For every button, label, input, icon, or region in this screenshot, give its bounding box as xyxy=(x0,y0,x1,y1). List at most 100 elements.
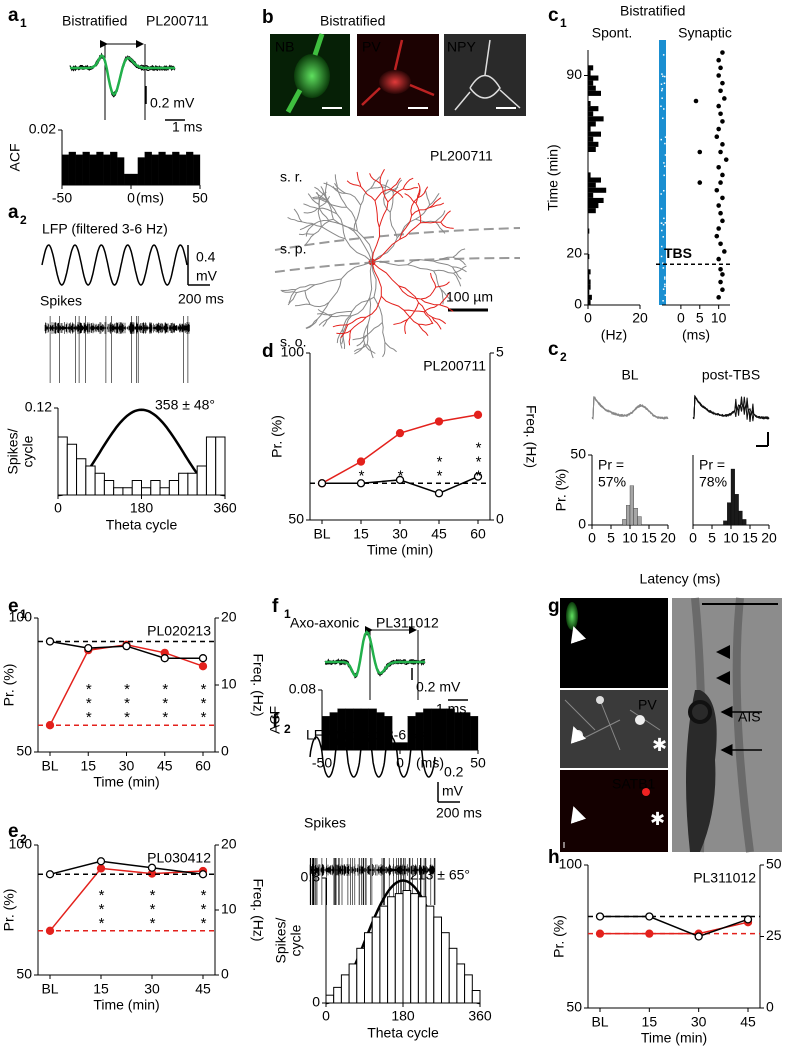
dendrite xyxy=(425,190,431,206)
dendrite xyxy=(403,187,418,191)
cell-id: PL311012 xyxy=(693,870,756,886)
dendrite xyxy=(304,233,315,247)
point xyxy=(693,98,699,104)
dendrite xyxy=(451,266,462,280)
dendrite xyxy=(312,196,327,201)
x-tick-label: 60 xyxy=(470,526,486,542)
dendrite xyxy=(354,343,366,355)
x-tick-label: 50 xyxy=(192,190,208,206)
bar xyxy=(376,712,385,751)
dendrite xyxy=(345,192,362,206)
y-tick-label: 20 xyxy=(566,245,582,261)
annotation: 78% xyxy=(699,474,727,490)
bar xyxy=(123,173,132,186)
speckle xyxy=(662,262,664,264)
dendrite xyxy=(439,292,450,306)
bar xyxy=(470,716,479,751)
bar xyxy=(57,436,68,496)
speckle xyxy=(664,165,666,168)
dendrite xyxy=(313,218,334,225)
dendrite xyxy=(369,261,373,298)
bar xyxy=(588,294,592,300)
bar xyxy=(588,208,596,214)
x-tick-label: 180 xyxy=(391,1008,415,1024)
bar xyxy=(410,893,419,1004)
spike-train xyxy=(44,316,190,383)
label: 200 ms xyxy=(436,805,482,821)
point xyxy=(718,149,723,155)
label: NB xyxy=(638,615,657,631)
point xyxy=(723,157,729,162)
bar xyxy=(448,947,458,1004)
trace xyxy=(692,394,770,422)
panel-subscript: 1 xyxy=(560,16,567,30)
bar xyxy=(96,151,104,186)
bar xyxy=(588,146,596,152)
bar xyxy=(588,75,599,81)
bar xyxy=(438,708,447,751)
label: 0.2 mV xyxy=(416,679,461,695)
decoration: ✱ ✱ xyxy=(41,33,782,905)
point xyxy=(720,119,725,124)
significance: * xyxy=(392,467,409,481)
bar xyxy=(588,197,604,203)
dendrite xyxy=(352,334,368,341)
dendrite xyxy=(293,208,303,223)
dendrite xyxy=(370,176,381,189)
dendrite xyxy=(353,230,373,263)
bar xyxy=(113,487,124,496)
dendrite xyxy=(287,292,298,306)
dendrite xyxy=(410,197,419,216)
annotation: Pr = xyxy=(699,457,725,473)
x-tick-label: 30 xyxy=(691,1014,707,1030)
dendrite xyxy=(440,289,444,305)
dendrite xyxy=(440,210,451,223)
bar xyxy=(588,70,591,76)
label: PL200711 xyxy=(430,148,493,164)
bar xyxy=(456,963,466,1004)
y2-axis-label: Freq. (Hz) xyxy=(523,405,539,468)
dendrite xyxy=(331,310,352,316)
bar xyxy=(205,436,217,496)
dendrite xyxy=(434,221,446,234)
bar xyxy=(387,896,396,1004)
dendrite xyxy=(288,289,297,304)
dendrite xyxy=(380,295,405,311)
dendrite xyxy=(431,316,442,330)
dendrite xyxy=(374,200,380,228)
x-tick-label: 0 xyxy=(127,190,135,206)
dendrite xyxy=(399,215,413,240)
y2-tick-label: 10 xyxy=(221,901,237,917)
waveform xyxy=(69,54,176,94)
speckle xyxy=(664,222,667,224)
point xyxy=(395,429,405,438)
x-tick-label: 0 xyxy=(584,310,592,326)
bar xyxy=(417,896,427,1004)
point xyxy=(716,256,721,262)
waveform xyxy=(69,55,176,97)
x-tick-label: 0 xyxy=(588,530,596,546)
dendrite xyxy=(348,330,352,346)
x-tick-label: 30 xyxy=(144,981,160,997)
speckle xyxy=(661,245,663,248)
panel-letter: d xyxy=(262,341,274,362)
point xyxy=(718,111,723,117)
y-tick-label: 0 xyxy=(578,516,586,532)
series-line xyxy=(49,860,204,876)
dendrite xyxy=(314,186,327,198)
dendrite xyxy=(417,186,429,199)
point xyxy=(720,50,725,55)
bar xyxy=(588,228,590,234)
dendrite xyxy=(390,177,401,190)
speckle xyxy=(664,136,667,138)
bar xyxy=(61,154,70,186)
y-tick-label: 0 xyxy=(312,994,320,1010)
bar xyxy=(178,472,189,496)
bar xyxy=(325,994,335,1004)
speckle xyxy=(664,283,666,286)
waveform xyxy=(69,55,176,97)
point xyxy=(317,479,327,488)
bar xyxy=(633,508,638,526)
label: s. p. xyxy=(280,241,306,257)
